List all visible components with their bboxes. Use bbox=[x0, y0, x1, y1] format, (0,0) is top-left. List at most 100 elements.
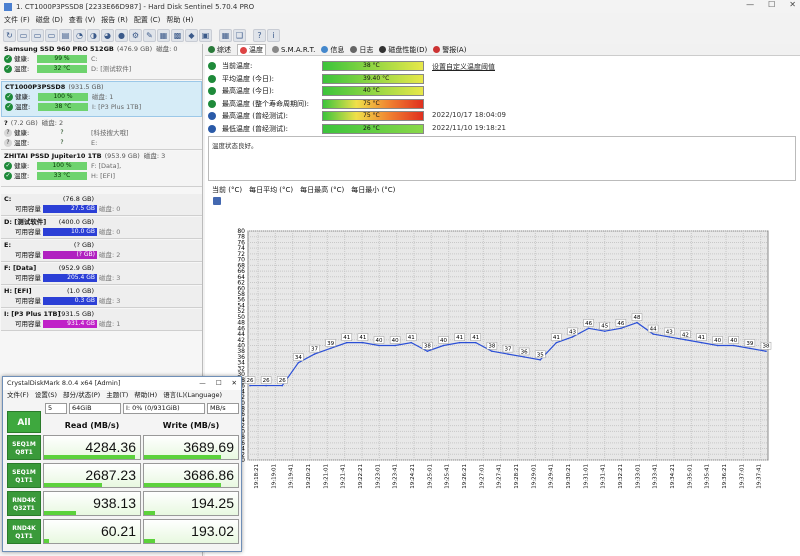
test-button[interactable]: SEQ1M Q8T1 bbox=[7, 435, 41, 460]
chart-tab-current[interactable]: 当前 (°C) bbox=[212, 186, 243, 194]
data-point bbox=[587, 327, 590, 330]
refresh-icon[interactable]: ↻ bbox=[3, 28, 16, 42]
write-bar bbox=[144, 539, 156, 543]
test-icon[interactable]: ● bbox=[115, 28, 128, 42]
disk-number: 磁盘: 0 bbox=[156, 45, 178, 53]
free-space-bar: 205.4 GB bbox=[43, 274, 97, 282]
maximize-icon[interactable]: ☐ bbox=[768, 0, 776, 9]
maximize-icon[interactable]: ☐ bbox=[215, 379, 222, 387]
y-tick-label: 72 bbox=[237, 251, 245, 258]
size-select[interactable]: 64GiB bbox=[69, 403, 121, 414]
data-label: 41 bbox=[472, 335, 479, 341]
cdm-menu-profile[interactable]: 部分/状态(P) bbox=[63, 391, 101, 399]
disk-icon[interactable]: ▭ bbox=[17, 28, 30, 42]
cdm-menu-settings[interactable]: 设置(S) bbox=[34, 391, 58, 399]
test-button[interactable]: RND4K Q1T1 bbox=[7, 519, 41, 544]
free-space-bar: 931.4 GB bbox=[43, 320, 97, 328]
save-icon[interactable] bbox=[213, 197, 221, 205]
test-icon[interactable]: ◕ bbox=[101, 28, 114, 42]
read-value: 4284.36 bbox=[85, 439, 136, 455]
chart-tab-daily-avg[interactable]: 每日平均 (°C) bbox=[249, 186, 294, 194]
tab-smart[interactable]: S.M.A.R.T. bbox=[272, 46, 315, 54]
status-note[interactable]: 温度状态良好。 bbox=[208, 136, 796, 181]
disk-entry[interactable]: Samsung SSD 960 PRO 512GB (476.9 GB) 磁盘: 0… bbox=[1, 44, 202, 80]
settings-icon[interactable]: ⚙ bbox=[129, 28, 142, 42]
tab-alerts[interactable]: 警报(A) bbox=[433, 45, 466, 55]
cdm-menu-file[interactable]: 文件(F) bbox=[7, 391, 29, 399]
drive-select[interactable]: I: 0% (0/931GiB) bbox=[123, 403, 205, 414]
temp-row: ✓ 温度: 33 °C H: [EFI] bbox=[1, 171, 202, 181]
tool-icon[interactable]: ▦ bbox=[157, 28, 170, 42]
minimize-icon[interactable]: — bbox=[746, 0, 755, 9]
menu-view[interactable]: 查看 (V) bbox=[68, 16, 96, 24]
cdm-menu-theme[interactable]: 主题(T) bbox=[106, 391, 129, 399]
tool-icon[interactable]: ▩ bbox=[171, 28, 184, 42]
menu-report[interactable]: 报告 (R) bbox=[101, 16, 128, 24]
disk-icon[interactable]: ▭ bbox=[31, 28, 44, 42]
minimize-icon[interactable]: — bbox=[199, 379, 206, 387]
cdm-menu-language[interactable]: 语言(L)(Language) bbox=[163, 391, 223, 399]
performance-icon bbox=[379, 46, 387, 53]
partition-entry[interactable]: C: (76.8 GB) 可用容量 27.5 GB 磁盘: 0 bbox=[1, 194, 202, 216]
health-row: ✓ 健康: 100 % 磁盘: 1 bbox=[2, 92, 201, 102]
tab-performance[interactable]: 磁盘性能(D) bbox=[379, 45, 427, 55]
count-select[interactable]: 5 bbox=[45, 403, 67, 414]
menu-disk[interactable]: 磁盘 (D) bbox=[35, 16, 63, 24]
health-bar: 100 % bbox=[38, 93, 88, 101]
partition-disk: 磁盘: 1 bbox=[99, 320, 121, 328]
partition-entry[interactable]: E: (? GB) 可用容量 (? GB) 磁盘: 2 bbox=[1, 240, 202, 262]
info-icon[interactable]: i bbox=[267, 28, 280, 42]
test-button[interactable]: RND4K Q32T1 bbox=[7, 491, 41, 516]
help-icon[interactable]: ? bbox=[253, 28, 266, 42]
bookmark-icon[interactable]: ❑ bbox=[233, 28, 246, 42]
close-icon[interactable]: ✕ bbox=[789, 0, 796, 9]
chart-tab-daily-min[interactable]: 每日最小 (°C) bbox=[351, 186, 396, 194]
write-bar bbox=[144, 511, 156, 515]
health-bar: 100 % bbox=[37, 162, 87, 170]
close-icon[interactable]: ✕ bbox=[231, 379, 237, 387]
grid-icon[interactable]: ▦ bbox=[219, 28, 232, 42]
data-label-box bbox=[664, 327, 675, 336]
tool-icon[interactable]: ✎ bbox=[143, 28, 156, 42]
menu-help[interactable]: 帮助 (H) bbox=[166, 16, 194, 24]
tab-info[interactable]: 信息 bbox=[321, 45, 344, 55]
temp-status-icon: ? bbox=[4, 139, 12, 147]
tab-temperature[interactable]: 温度 bbox=[237, 44, 266, 55]
partition-entry[interactable]: I: [P3 Plus 1TB] (931.5 GB) 可用容量 931.4 GB 磁盘… bbox=[1, 309, 202, 331]
data-point bbox=[620, 327, 622, 330]
cdm-menu-help[interactable]: 帮助(H) bbox=[134, 391, 158, 399]
data-label-box bbox=[551, 333, 562, 341]
all-button[interactable]: All bbox=[7, 411, 41, 433]
disk-entry[interactable]: ZHITAI PSSD Jupiter10 1TB (953.9 GB) 磁盘: 3… bbox=[1, 151, 202, 187]
partition-entry[interactable]: F: [Data] (952.9 GB) 可用容量 205.4 GB 磁盘: 3 bbox=[1, 263, 202, 285]
tab-log[interactable]: 日志 bbox=[350, 45, 373, 55]
test-icon[interactable]: ◔ bbox=[73, 28, 86, 42]
data-point bbox=[555, 341, 558, 344]
health-extra: C: bbox=[91, 55, 98, 63]
partition-entry[interactable]: D: [测试软件] (400.0 GB) 可用容量 10.0 GB 磁盘: 0 bbox=[1, 217, 202, 239]
set-threshold-link[interactable]: 设置自定义温度阈值 bbox=[432, 63, 495, 71]
partition-disk: 磁盘: 2 bbox=[99, 251, 121, 259]
menu-config[interactable]: 配置 (C) bbox=[133, 16, 161, 24]
test-icon[interactable]: ◑ bbox=[87, 28, 100, 42]
free-space-label: 可用容量 bbox=[15, 228, 41, 236]
y-tick-label: 66 bbox=[237, 268, 245, 275]
unit-select[interactable]: MB/s bbox=[207, 403, 239, 414]
disk-icon[interactable]: ▭ bbox=[45, 28, 58, 42]
tool-icon[interactable]: ◆ bbox=[185, 28, 198, 42]
y-tick-label: 38 bbox=[237, 348, 245, 355]
tool-icon[interactable]: ▣ bbox=[199, 28, 212, 42]
menu-file[interactable]: 文件 (F) bbox=[4, 16, 30, 24]
chart-tab-daily-max[interactable]: 每日最高 (°C) bbox=[300, 186, 345, 194]
tab-overview[interactable]: 综述 bbox=[208, 45, 231, 55]
disk-entry[interactable]: CT1000P3PSSD8 (931.5 GB) ✓ 健康: 100 % 磁盘: 1 ✓ 温度… bbox=[1, 81, 202, 117]
partition-entry[interactable]: H: [EFI] (1.0 GB) 可用容量 0.3 GB 磁盘: 3 bbox=[1, 286, 202, 308]
y-tick-label: 6 bbox=[241, 440, 245, 447]
partition-size: (952.9 GB) bbox=[58, 264, 94, 272]
cdm-title-bar: CrystalDiskMark 8.0.4 x64 [Admin] — ☐ ✕ bbox=[3, 377, 241, 390]
report-icon[interactable]: ▤ bbox=[59, 28, 72, 42]
disk-entry[interactable]: ? (7.2 GB) 磁盘: 2? 健康:? [科技搜大哦]? 温度:? E: bbox=[1, 118, 202, 150]
free-space-label: 可用容量 bbox=[15, 297, 41, 305]
data-point bbox=[362, 341, 364, 344]
test-button[interactable]: SEQ1M Q1T1 bbox=[7, 463, 41, 488]
